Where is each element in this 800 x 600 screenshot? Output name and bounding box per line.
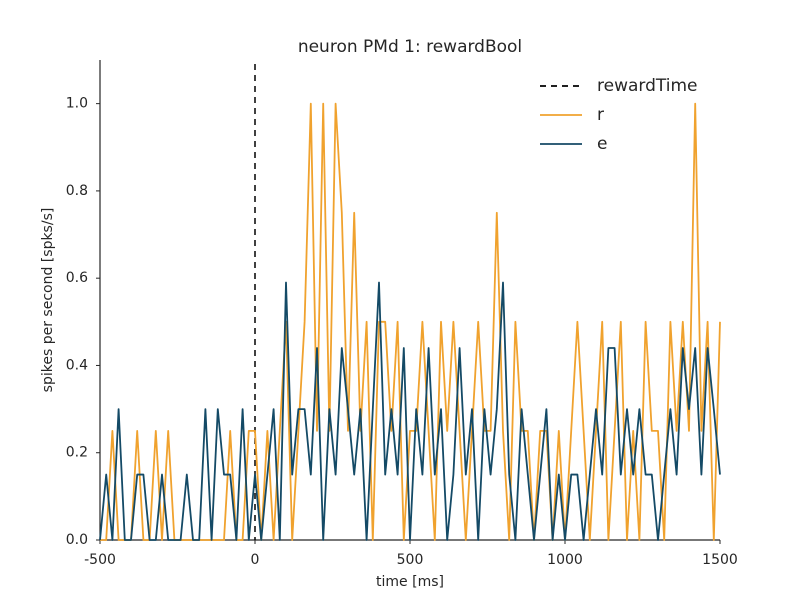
legend-label: e (597, 134, 607, 154)
y-axis-label: spikes per second [spks/s] (40, 208, 56, 393)
y-tick-label: 0.2 (66, 445, 88, 461)
x-tick-label: 500 (397, 552, 424, 568)
y-tick-label: 0.4 (66, 357, 88, 373)
x-axis-label: time [ms] (376, 574, 444, 590)
legend-label: rewardTime (597, 76, 697, 96)
y-tick-label: 0.0 (66, 532, 88, 548)
x-tick-label: 1500 (702, 552, 738, 568)
y-tick-label: 1.0 (66, 96, 88, 112)
y-tick-label: 0.6 (66, 270, 88, 286)
x-tick-label: 1000 (547, 552, 583, 568)
legend-label: r (597, 105, 604, 125)
legend: rewardTime re (540, 76, 697, 154)
x-tick-label: 0 (251, 552, 260, 568)
x-tick-label: -500 (84, 552, 116, 568)
chart-title: neuron PMd 1: rewardBool (298, 37, 522, 57)
series-line (99, 281, 721, 541)
y-tick-label: 0.8 (66, 183, 88, 199)
